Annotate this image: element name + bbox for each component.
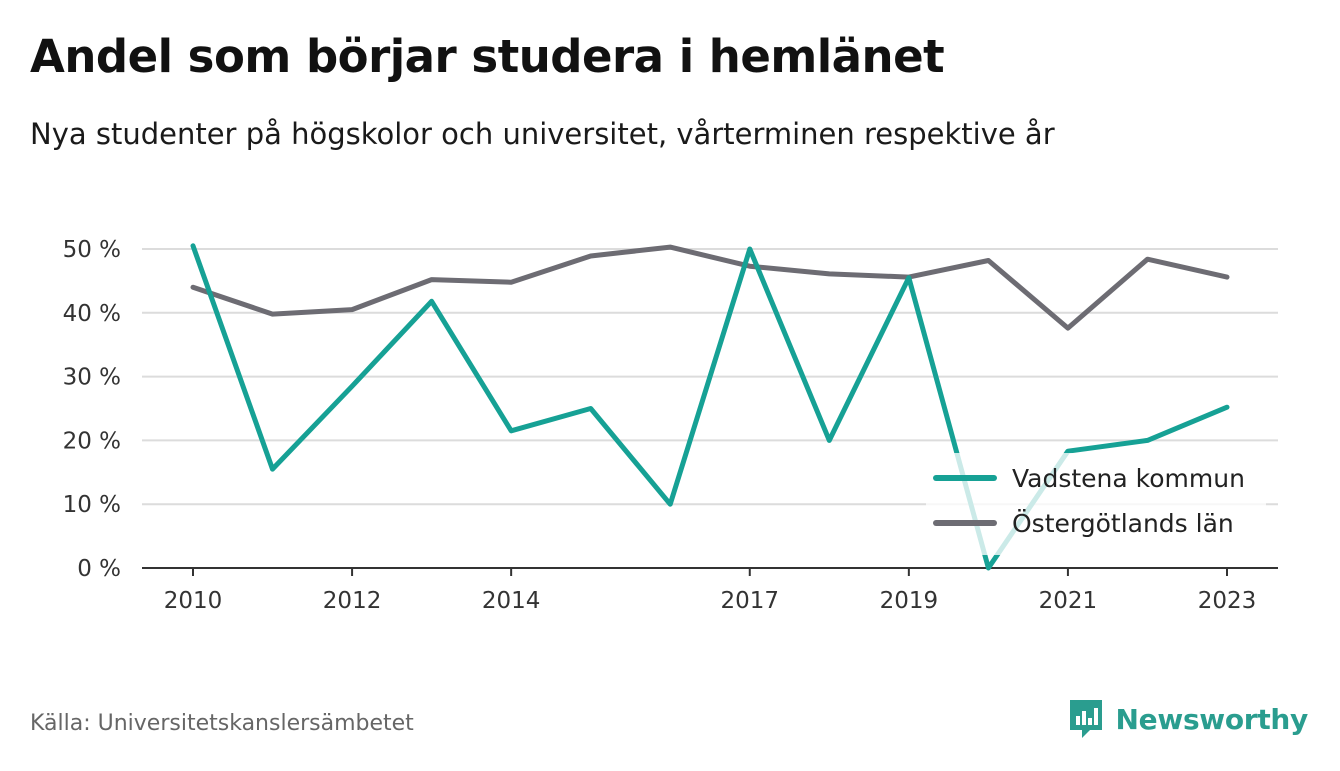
- y-tick-label: 20 %: [63, 428, 121, 454]
- chart-title: Andel som börjar studera i hemlänet: [30, 30, 945, 83]
- brand-logo: Newsworthy: [1068, 698, 1308, 740]
- x-tick-label: 2021: [1039, 588, 1098, 614]
- newsworthy-logo-icon: [1069, 700, 1102, 738]
- x-axis-tick-labels: 2010 2012 2014 2017 2019 2021 2023: [164, 568, 1257, 614]
- line-chart: 0 % 10 % 20 % 30 % 40 % 50 % 2010 2012 2014 2017…: [63, 237, 1278, 614]
- source-note: Källa: Universitetskanslersämbetet: [30, 711, 414, 736]
- x-tick-label: 2023: [1198, 588, 1257, 614]
- y-tick-label: 30 %: [63, 365, 121, 391]
- legend: Vadstena kommun Östergötlands län: [926, 453, 1266, 555]
- y-tick-label: 40 %: [63, 301, 121, 327]
- y-tick-label: 10 %: [63, 492, 121, 518]
- x-tick-label: 2019: [880, 588, 939, 614]
- legend-label: Vadstena kommun: [1012, 464, 1245, 493]
- series-line: [190, 244, 1230, 331]
- x-tick-label: 2014: [482, 588, 541, 614]
- y-tick-label: 50 %: [63, 237, 121, 263]
- brand-name: Newsworthy: [1115, 702, 1309, 736]
- legend-background: [926, 453, 1266, 555]
- chart-subtitle: Nya studenter på högskolor och universit…: [30, 117, 1055, 151]
- y-axis-tick-labels: 0 % 10 % 20 % 30 % 40 % 50 %: [63, 237, 121, 582]
- y-tick-label: 0 %: [77, 556, 121, 582]
- x-tick-label: 2017: [720, 588, 779, 614]
- x-tick-label: 2012: [323, 588, 382, 614]
- x-tick-label: 2010: [164, 588, 223, 614]
- legend-label: Östergötlands län: [1012, 509, 1234, 538]
